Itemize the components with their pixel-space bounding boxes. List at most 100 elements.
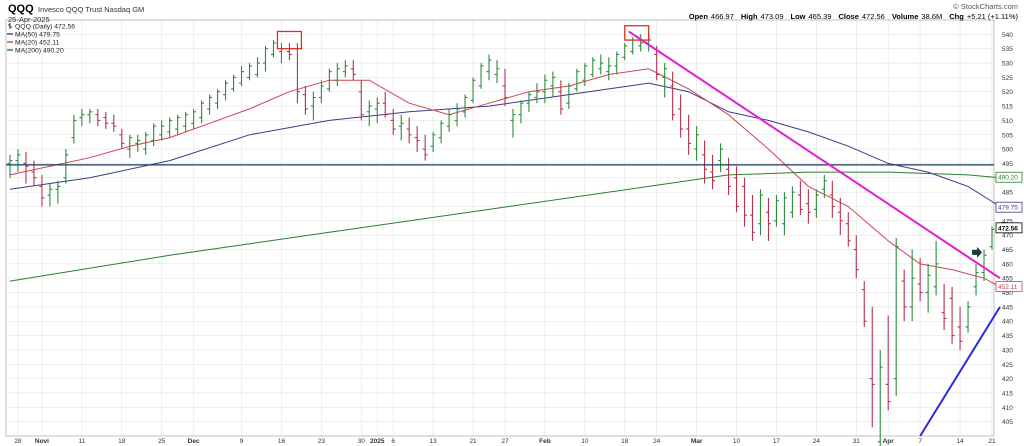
y-tick-label: 405 [1002, 419, 1013, 426]
ohlc-bar [358, 80, 364, 121]
symbol: QQQ [8, 3, 34, 15]
y-tick-label: 435 [1002, 333, 1013, 340]
ohlc-bar [422, 134, 428, 161]
x-tick-label: Novi [35, 438, 49, 445]
ohlc-bar [87, 108, 93, 124]
ohlc-value: 38.6M [921, 12, 942, 21]
x-tick-label: 18 [118, 438, 126, 445]
ohlc-bar [430, 131, 436, 152]
ohlc-bar [893, 238, 899, 396]
price-tag-label: 452.11 [998, 284, 1018, 291]
ohlc-bar [718, 143, 724, 173]
ohlc-value: +5.21 (+1.11%) [967, 12, 1019, 21]
ohlc-bar [127, 134, 133, 158]
ma-line-200 [9, 171, 1001, 282]
price-tag-box [995, 222, 1023, 234]
ohlc-bar [95, 108, 101, 127]
ohlc-bar [694, 126, 700, 161]
ohlc-bar [805, 189, 811, 224]
legend-label: MA(20) 452.11 [15, 40, 60, 47]
ohlc-bar [502, 68, 508, 107]
x-tick-label: Dec [188, 438, 200, 445]
ohlc-bar [925, 263, 931, 313]
ohlc-bar [765, 197, 771, 241]
x-tick-label: 7 [918, 438, 922, 445]
y-tick-label: 540 [1002, 32, 1013, 39]
price-tag-label: 472.56 [998, 225, 1018, 232]
y-tick-label: 485 [1002, 190, 1013, 197]
x-tick-label: 23 [318, 438, 326, 445]
ohlc-bar [262, 45, 268, 72]
y-tick-label: 420 [1002, 376, 1013, 383]
ohlc-label: Chg [949, 12, 964, 21]
ohlc-bar [726, 157, 732, 196]
ohlc-bar [757, 189, 763, 236]
x-tick-label: Feb [539, 438, 551, 445]
ohlc-bar [614, 51, 620, 75]
ohlc-bar [797, 180, 803, 216]
y-tick-label: 470 [1002, 233, 1013, 240]
ohlc-bar [534, 83, 540, 104]
ohlc-bar [199, 100, 205, 124]
ohlc-bar [949, 286, 955, 345]
ohlc-bar [167, 117, 173, 138]
ohlc-bar [334, 63, 340, 86]
ohlc-bar [486, 54, 492, 81]
ohlc-bar [247, 63, 253, 81]
ohlc-bar [582, 63, 588, 86]
y-axis: 405 410 415 420 425 430 435 440 445 450 455 460 465 4… [995, 32, 1023, 426]
y-tick-label: 455 [1002, 276, 1013, 283]
x-tick-label: 27 [501, 438, 509, 445]
y-tick-label: 530 [1002, 61, 1013, 68]
x-tick-label: 10 [733, 438, 741, 445]
ohlc-bar [789, 186, 795, 218]
ohlc-bar [446, 108, 452, 132]
x-tick-label: 24 [813, 438, 821, 445]
ohlc-bar [542, 74, 548, 104]
x-axis: 28 Novi 11 18 25 Dec 9 16 23 30 2025 6 13 21 27 Feb 10 18… [14, 438, 996, 445]
y-tick-label: 425 [1002, 362, 1013, 369]
x-tick-label: 9 [240, 438, 244, 445]
ohlc-bar [845, 212, 851, 247]
ma-line-50 [9, 82, 1001, 207]
ohlc-bar [15, 149, 21, 173]
y-tick-label: 450 [1002, 290, 1013, 297]
ohlc-bar [7, 154, 13, 178]
ohlc-bar [414, 126, 420, 152]
x-tick-label: 30 [358, 438, 366, 445]
ohlc-value: 472.56 [862, 12, 885, 21]
ohlc-bar [151, 123, 157, 147]
ohlc-bar [478, 63, 484, 89]
ohlc-bar [678, 94, 684, 138]
y-tick-label: 475 [1002, 218, 1013, 225]
ohlc-bar [518, 100, 524, 124]
ohlc-bar [965, 301, 971, 333]
ohlc-label: High [741, 12, 758, 21]
ohlc-bar [47, 183, 53, 207]
ohlc-bar [550, 71, 556, 98]
ohlc-bar [869, 306, 875, 428]
ohlc-bar [143, 131, 149, 155]
ohlc-bar [159, 120, 165, 141]
legend-label: MA(200) 490.20 [15, 48, 64, 55]
x-tick-label: 31 [853, 438, 861, 445]
y-tick-label: 520 [1002, 89, 1013, 96]
ohlc-bar [861, 281, 867, 327]
x-tick-label: 21 [469, 438, 477, 445]
chart-date: 25-Apr-2025 [8, 15, 50, 24]
ohlc-bar [702, 140, 708, 184]
ohlc-bar [773, 195, 779, 227]
ohlc-bar [853, 235, 859, 279]
ohlc-bar [175, 114, 181, 135]
chart-grid [5, 19, 995, 437]
ohlc-bar [231, 74, 237, 92]
ohlc-bar [470, 77, 476, 104]
ohlc-bar [135, 134, 141, 152]
price-tag-box [995, 171, 1023, 183]
ohlc-bar [686, 114, 692, 155]
ohlc-bar [223, 80, 229, 101]
ohlc-bar [350, 60, 356, 81]
highlight-box [624, 25, 650, 41]
